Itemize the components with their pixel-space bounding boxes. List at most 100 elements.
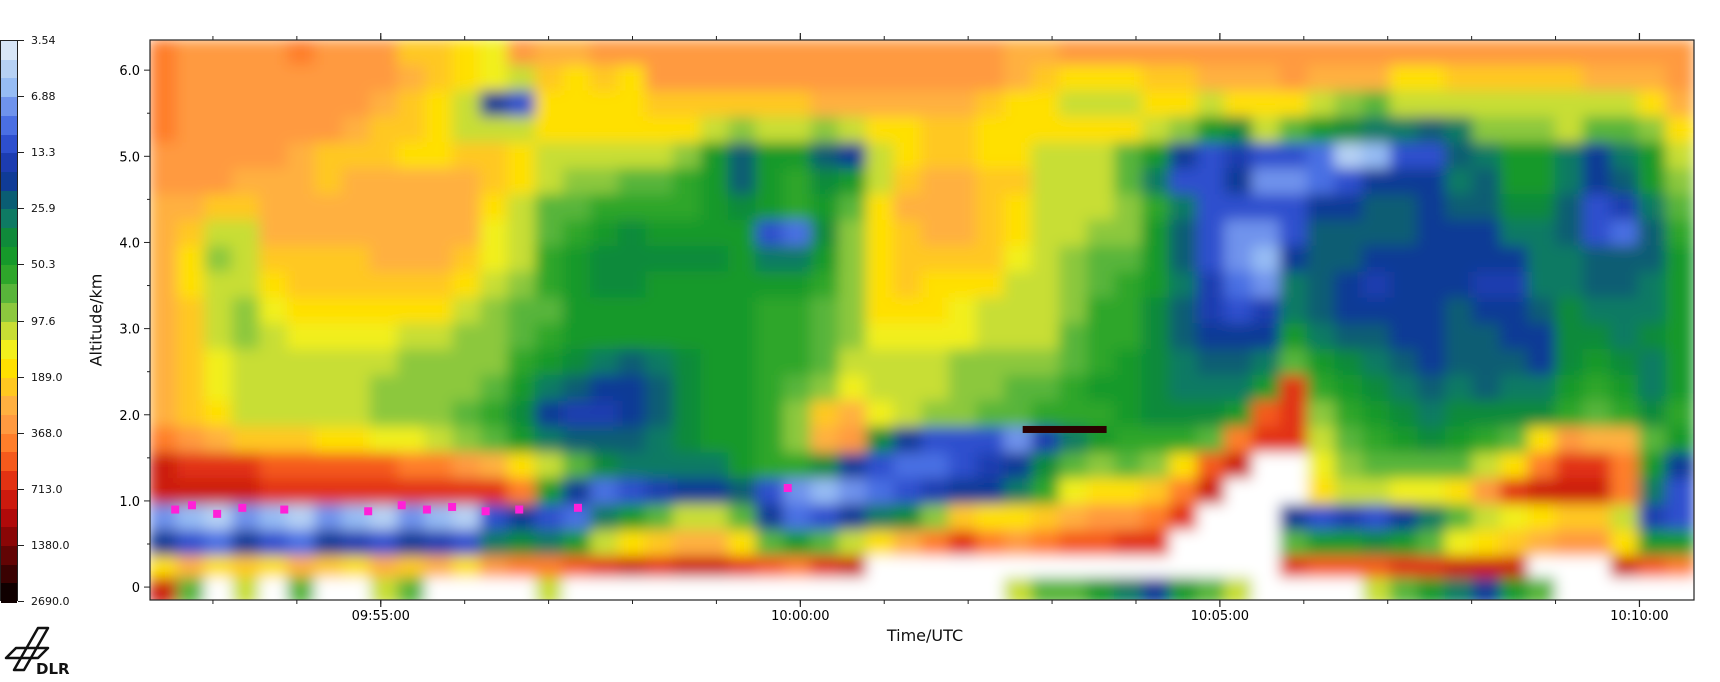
heatmap-cell — [479, 349, 510, 377]
heatmap-cell — [1472, 530, 1502, 558]
heatmap-cell — [1555, 297, 1585, 326]
heatmap-cell — [783, 168, 813, 196]
heatmap-cell — [286, 349, 317, 377]
heatmap-cell — [424, 245, 455, 274]
heatmap-cell — [535, 400, 565, 429]
heatmap-cell — [672, 478, 703, 507]
heatmap-cell — [1058, 504, 1089, 532]
heatmap-cell — [231, 116, 262, 145]
heatmap-cell — [1307, 349, 1337, 377]
heatmap-cell — [150, 297, 179, 326]
heatmap-cell — [342, 168, 372, 196]
heatmap-cell — [672, 142, 703, 171]
heatmap-cell — [948, 452, 979, 481]
heatmap-cell — [204, 116, 234, 145]
heatmap-cell — [865, 452, 896, 481]
heatmap-cell — [1279, 271, 1309, 300]
heatmap-cell — [1555, 577, 1585, 600]
heatmap-cell — [645, 271, 675, 300]
heatmap-cell — [369, 297, 400, 326]
heatmap-cell — [507, 40, 537, 67]
heatmap-cell — [590, 40, 620, 67]
heatmap-cell — [865, 504, 896, 532]
heatmap-cell — [1500, 194, 1530, 222]
heatmap-cell — [1334, 297, 1365, 326]
heatmap-cell — [1610, 168, 1640, 196]
colorbar-segment — [1, 59, 17, 79]
heatmap-cell — [1224, 271, 1254, 300]
heatmap-cell — [728, 116, 758, 145]
heatmap-cell — [1003, 504, 1034, 532]
heatmap-cell — [645, 577, 675, 600]
heatmap-cell — [369, 530, 400, 558]
heatmap-cell — [1417, 375, 1447, 403]
heatmap-cells — [150, 40, 1694, 600]
heatmap-cell — [1555, 64, 1585, 93]
heatmap-cell — [1444, 64, 1475, 93]
heatmap-cell — [1031, 194, 1061, 222]
heatmap-cell — [1417, 219, 1447, 248]
heatmap-cell — [259, 219, 289, 248]
colorbar-tick — [18, 152, 24, 154]
heatmap-cell — [397, 323, 427, 352]
heatmap-cell — [893, 168, 923, 196]
heatmap-cell — [1196, 349, 1227, 377]
colorbar-tick — [18, 40, 24, 41]
heatmap-cell — [1114, 245, 1144, 274]
colorbar-tick — [18, 208, 24, 210]
heatmap-cell — [976, 142, 1006, 171]
heatmap-cell — [1086, 577, 1116, 600]
heatmap-cell — [507, 116, 537, 145]
heatmap-cell — [1637, 323, 1668, 352]
heatmap-cell — [948, 116, 979, 145]
heatmap-cell — [314, 142, 344, 171]
heatmap-cell — [424, 219, 455, 248]
heatmap-cell — [783, 426, 813, 455]
heatmap-cell — [259, 64, 289, 93]
heatmap-cell — [1389, 349, 1420, 377]
heatmap-cell — [424, 375, 455, 403]
heatmap-cell — [204, 452, 234, 481]
heatmap-cell — [783, 478, 813, 507]
heatmap-cell — [1251, 349, 1282, 377]
heatmap-cell — [507, 323, 537, 352]
heatmap-cell — [1086, 142, 1116, 171]
heatmap-cell — [728, 323, 758, 352]
magenta-speckle — [422, 505, 431, 514]
heatmap-cell — [535, 530, 565, 558]
heatmap-cell — [700, 577, 730, 600]
heatmap-cell — [976, 40, 1006, 67]
heatmap-cell — [1196, 375, 1227, 403]
heatmap-cell — [1279, 452, 1309, 481]
heatmap-cell — [369, 271, 400, 300]
heatmap-cell — [204, 64, 234, 93]
heatmap-cell — [479, 168, 510, 196]
heatmap-cell — [755, 504, 786, 532]
heatmap-cell — [810, 504, 841, 532]
heatmap-cell — [204, 530, 234, 558]
heatmap-cell — [1196, 40, 1227, 67]
heatmap-cell — [1086, 400, 1116, 429]
heatmap-cell — [342, 375, 372, 403]
heatmap-cell — [921, 64, 951, 93]
heatmap-cell — [286, 116, 317, 145]
colorbar-tick — [18, 376, 24, 378]
heatmap-cell — [865, 142, 896, 171]
y-tick-label: 3.0 — [119, 323, 140, 338]
heatmap-cell — [1417, 142, 1447, 171]
heatmap-cell — [150, 40, 179, 67]
heatmap-cell — [1362, 426, 1392, 455]
heatmap-cell — [1224, 245, 1254, 274]
y-axis-label: Altitude/km — [86, 273, 106, 367]
heatmap-cell — [645, 323, 675, 352]
heatmap-cell — [204, 577, 234, 600]
heatmap-cell — [259, 323, 289, 352]
heatmap-cell — [1334, 349, 1365, 377]
heatmap-cell — [535, 323, 565, 352]
heatmap-cell — [1224, 40, 1254, 67]
heatmap-cell — [1527, 64, 1558, 93]
heatmap-cell — [397, 142, 427, 171]
heatmap-cell — [535, 478, 565, 507]
heatmap-cell — [590, 375, 620, 403]
heatmap-cell — [1362, 194, 1392, 222]
